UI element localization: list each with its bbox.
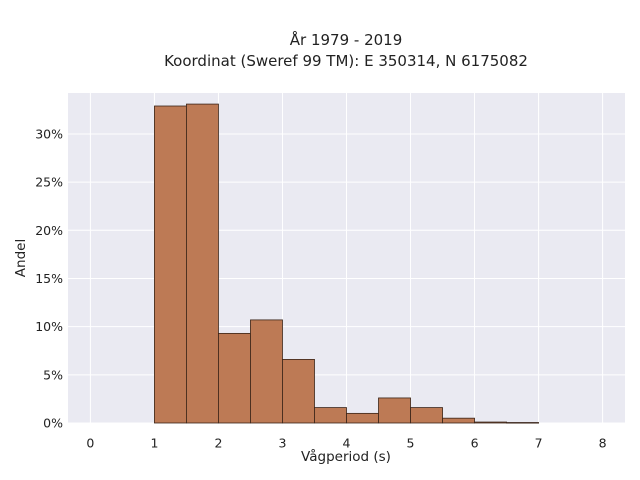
histogram-bar [314, 407, 347, 424]
histogram-bar [250, 319, 283, 424]
x-tick-label: 8 [599, 436, 607, 451]
x-axis-ticks: 0 1 2 3 4 5 6 7 8 [86, 436, 606, 451]
histogram-bar [474, 421, 507, 424]
histogram-bar [186, 103, 219, 424]
x-tick-label: 6 [471, 436, 479, 451]
x-tick-label: 0 [86, 436, 94, 451]
x-tick-label: 5 [407, 436, 415, 451]
chart-title-line-1: År 1979 - 2019 [290, 30, 403, 49]
y-tick-label: 5% [43, 367, 63, 382]
histogram-bar [506, 422, 539, 424]
histogram-bar [346, 412, 379, 424]
histogram-bar [218, 332, 251, 424]
y-axis-ticks: 0% 5% 10% 15% 20% 25% 30% [35, 126, 63, 430]
y-tick-label: 15% [35, 271, 63, 286]
x-axis-label: Vågperiod (s) [301, 448, 391, 465]
histogram-bars [154, 103, 539, 424]
y-tick-label: 20% [35, 223, 63, 238]
chart-title-line-2: Koordinat (Sweref 99 TM): E 350314, N 61… [164, 52, 528, 70]
histogram-bar [378, 397, 411, 424]
histogram-bar [282, 359, 315, 424]
x-tick-label: 2 [214, 436, 222, 451]
histogram-bar [410, 407, 443, 424]
y-tick-label: 10% [35, 319, 63, 334]
y-axis-label: Andel [13, 239, 29, 277]
y-tick-label: 25% [35, 175, 63, 190]
x-tick-label: 1 [150, 436, 158, 451]
x-tick-label: 4 [343, 436, 351, 451]
histogram-bar [442, 417, 475, 424]
x-tick-label: 3 [279, 436, 287, 451]
histogram-bar [154, 105, 187, 424]
y-tick-label: 0% [43, 416, 63, 431]
x-tick-label: 7 [535, 436, 543, 451]
y-tick-label: 30% [35, 126, 63, 141]
